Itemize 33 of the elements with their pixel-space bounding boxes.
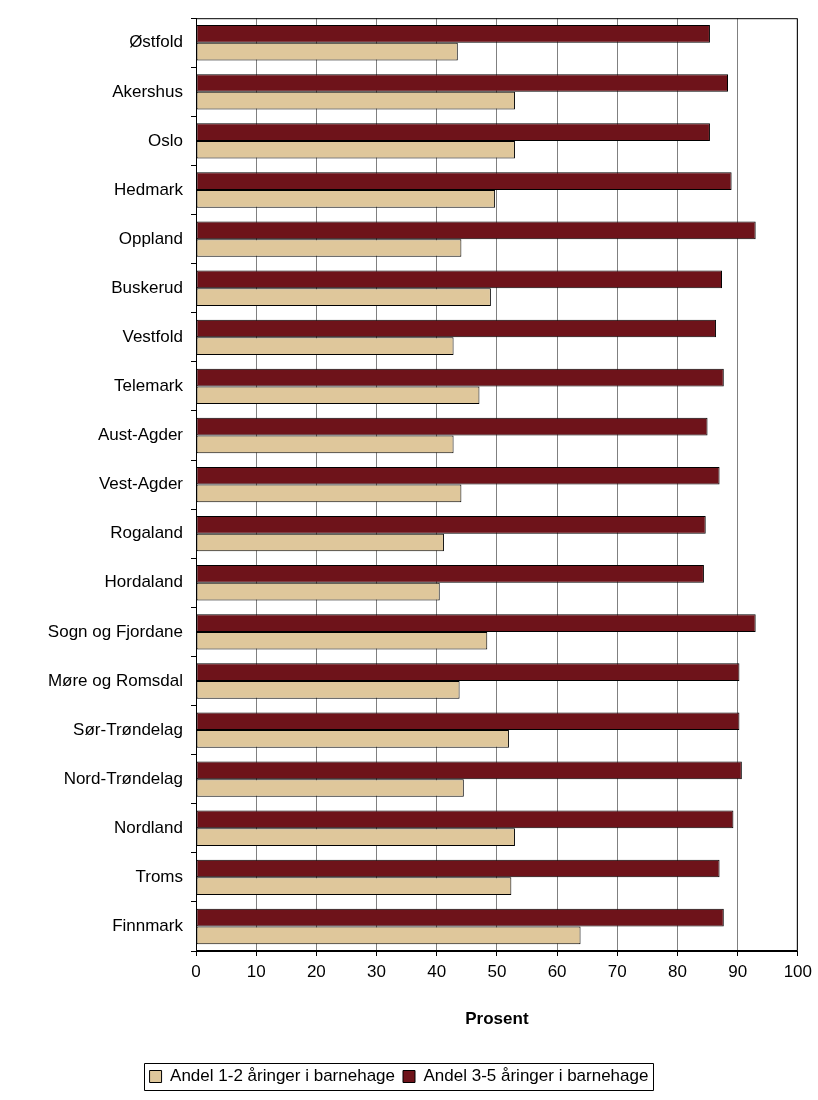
y-tick-label: Østfold bbox=[129, 32, 183, 52]
x-tick-label: 70 bbox=[607, 961, 627, 981]
y-tick-label: Buskerud bbox=[111, 277, 183, 297]
y-tick-label: Sør-Trøndelag bbox=[73, 719, 183, 739]
y-tick-label: Sogn og Fjordane bbox=[47, 621, 183, 641]
y-tick-label: Vestfold bbox=[122, 327, 183, 346]
y-tick-label: Hordaland bbox=[104, 572, 183, 592]
y-tick-label: Oppland bbox=[118, 228, 183, 248]
y-tick-label: Aust-Agder bbox=[97, 425, 184, 445]
y-tick-label: Møre og Romsdal bbox=[47, 670, 183, 690]
x-tick-label: 90 bbox=[728, 961, 748, 981]
y-tick-label: Oslo bbox=[148, 130, 183, 150]
legend-label: Andel 3-5 åringer i barnehage bbox=[423, 1066, 649, 1086]
y-tick-label: Telemark bbox=[114, 376, 184, 396]
x-tick-label: 80 bbox=[667, 961, 687, 981]
x-tick-label: 30 bbox=[367, 961, 387, 981]
x-axis-title: Prosent bbox=[465, 1009, 529, 1029]
y-tick-label: Nord-Trøndelag bbox=[63, 768, 183, 788]
y-tick-label: Akershus bbox=[112, 81, 183, 101]
x-tick-label: 50 bbox=[487, 961, 507, 981]
y-tick-label: Vest-Agder bbox=[98, 474, 184, 494]
x-tick-label: 40 bbox=[427, 961, 447, 981]
legend-label: Andel 1-2 åringer i barnehage bbox=[170, 1066, 395, 1086]
y-tick-label: Finnmark bbox=[112, 916, 184, 936]
y-tick-label: Rogaland bbox=[110, 523, 183, 543]
x-tick-label: 10 bbox=[246, 961, 266, 981]
y-tick-label: Nordland bbox=[114, 817, 183, 837]
y-tick-label: Troms bbox=[135, 867, 183, 887]
x-tick-label: 100 bbox=[783, 961, 813, 981]
x-tick-label: 60 bbox=[547, 961, 567, 981]
x-tick-label: 20 bbox=[306, 961, 326, 981]
x-tick-label: 0 bbox=[191, 961, 201, 981]
y-tick-label: Hedmark bbox=[114, 179, 184, 199]
